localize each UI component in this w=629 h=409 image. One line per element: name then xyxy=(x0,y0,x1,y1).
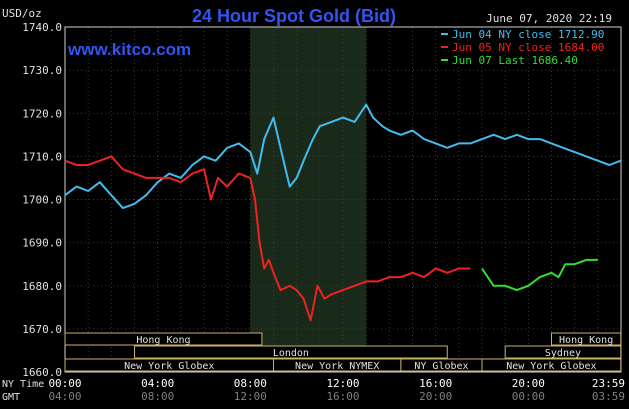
session-label: New York Globex xyxy=(124,361,214,372)
y-tick-label: 1680.0 xyxy=(22,280,62,293)
y-tick-label: 1660.0 xyxy=(22,366,62,379)
y-tick-label: 1720.0 xyxy=(22,107,62,120)
price-series xyxy=(64,103,622,322)
session-label: NY Globex xyxy=(414,361,468,372)
y-tick-label: 1730.0 xyxy=(22,64,62,77)
gmt-label: GMT xyxy=(2,392,20,403)
gmt-tick-label: 08:00 xyxy=(141,390,174,403)
ny-tick-label: 08:00 xyxy=(234,377,267,390)
y-tick-label: 1740.0 xyxy=(22,21,62,34)
session-box xyxy=(551,332,622,346)
timestamp: June 07, 2020 22:19 xyxy=(486,12,612,25)
legend-entry-2: Jun 05 NY close 1684.00 xyxy=(452,41,604,54)
session-label: Hong Kong xyxy=(136,335,190,346)
ny-tick-label: 23:59 xyxy=(592,377,625,390)
session-label: London xyxy=(273,348,309,359)
nymex-session-shade xyxy=(250,27,367,372)
series-line-2 xyxy=(64,155,471,322)
plot-frame xyxy=(64,26,622,373)
y-tick-label: 1700.0 xyxy=(22,194,62,207)
y-tick-label: 1690.0 xyxy=(22,237,62,250)
gmt-tick-label: 12:00 xyxy=(234,390,267,403)
ny-tick-label: 16:00 xyxy=(419,377,452,390)
site-link[interactable]: www.kitco.com xyxy=(67,40,191,59)
legend-entry-3: Jun 07 Last 1686.40 xyxy=(452,54,578,67)
session-box xyxy=(64,332,263,346)
series-line-3 xyxy=(481,258,598,292)
gmt-tick-label: 20:00 xyxy=(419,390,452,403)
y-tick-label: 1710.0 xyxy=(22,150,62,163)
gmt-tick-label: 04:00 xyxy=(48,390,81,403)
ny-tick-label: 04:00 xyxy=(141,377,174,390)
ny-tick-label: 00:00 xyxy=(48,377,81,390)
market-sessions: Hong Kong London New York Globex New York N… xyxy=(64,332,622,372)
session-box xyxy=(504,345,622,359)
y-axis-unit-label: USD/oz xyxy=(2,7,42,20)
session-label: Hong Kong xyxy=(559,335,613,346)
session-box xyxy=(134,345,448,359)
session-label: New York NYMEX xyxy=(295,361,379,372)
session-label: Sydney xyxy=(545,348,581,359)
gmt-tick-label: 03:59 xyxy=(592,390,625,403)
y-tick-label: 1670.0 xyxy=(22,323,62,336)
session-label: New York Globex xyxy=(506,361,596,372)
series-line-1 xyxy=(64,103,622,210)
ny-time-label: NY Time xyxy=(2,379,44,390)
chart-title: 24 Hour Spot Gold (Bid) xyxy=(192,6,396,26)
gmt-tick-label: 16:00 xyxy=(326,390,359,403)
session-box xyxy=(481,358,622,372)
y-axis-tick-labels: 1660.0 1670.0 1680.0 1690.0 1700.0 1710.0 1720… xyxy=(22,21,62,379)
ny-tick-label: 12:00 xyxy=(326,377,359,390)
ny-tick-label: 20:00 xyxy=(512,377,545,390)
gmt-tick-label: 00:00 xyxy=(512,390,545,403)
legend-entry-1: Jun 04 NY close 1712.90 xyxy=(452,28,604,41)
